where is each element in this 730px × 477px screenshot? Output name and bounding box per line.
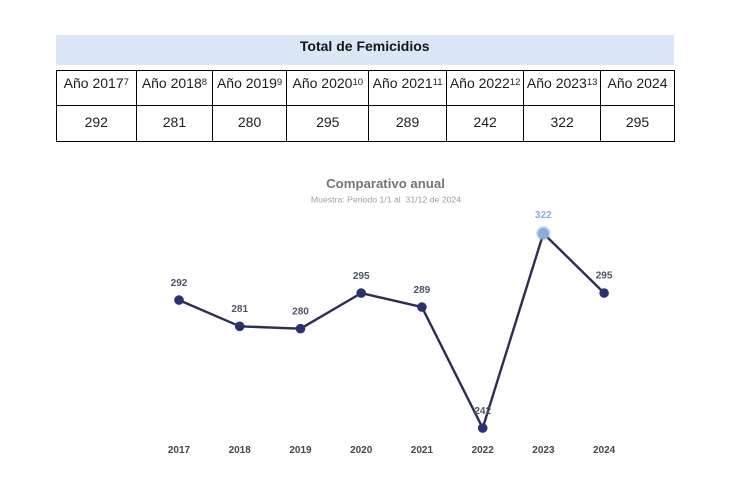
svg-text:2017: 2017 — [168, 445, 191, 456]
svg-text:2020: 2020 — [350, 445, 373, 456]
svg-text:295: 295 — [596, 271, 613, 282]
svg-text:2021: 2021 — [411, 445, 434, 456]
svg-text:295: 295 — [353, 271, 370, 282]
svg-text:289: 289 — [414, 285, 431, 296]
svg-text:2023: 2023 — [532, 445, 555, 456]
svg-text:Comparativo anual: Comparativo anual — [326, 176, 445, 191]
svg-text:2019: 2019 — [289, 445, 312, 456]
svg-text:242: 242 — [474, 406, 491, 417]
svg-text:292: 292 — [171, 278, 188, 289]
svg-text:Muestra: Periodo 1/1 al 31/12: Muestra: Periodo 1/1 al 31/12 de 2024 — [311, 195, 461, 205]
svg-text:2018: 2018 — [229, 445, 252, 456]
svg-text:280: 280 — [292, 306, 309, 317]
svg-text:2024: 2024 — [593, 445, 616, 456]
svg-text:281: 281 — [231, 304, 248, 315]
svg-text:322: 322 — [535, 210, 552, 221]
svg-text:2022: 2022 — [472, 445, 495, 456]
